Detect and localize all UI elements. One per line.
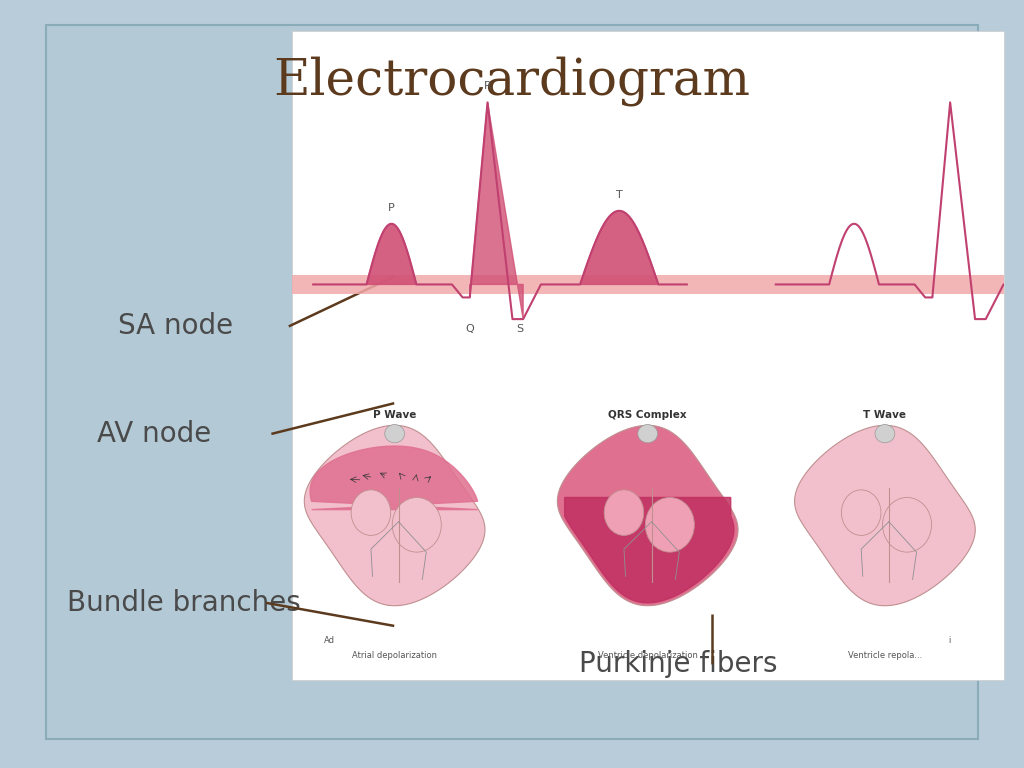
Text: S: S — [516, 324, 523, 334]
Text: T Wave: T Wave — [863, 410, 906, 421]
Text: Ad: Ad — [324, 636, 335, 645]
Polygon shape — [367, 223, 417, 284]
Ellipse shape — [385, 425, 404, 443]
FancyBboxPatch shape — [292, 31, 1004, 680]
Ellipse shape — [392, 498, 441, 552]
Text: Bundle branches: Bundle branches — [67, 589, 300, 617]
Text: T: T — [615, 190, 623, 200]
Ellipse shape — [883, 498, 932, 552]
Ellipse shape — [842, 490, 881, 535]
Ellipse shape — [638, 425, 657, 443]
FancyBboxPatch shape — [46, 25, 978, 739]
Text: P Wave: P Wave — [373, 410, 417, 421]
Text: Purkinje fibers: Purkinje fibers — [579, 650, 777, 678]
Polygon shape — [564, 498, 734, 603]
Text: P: P — [388, 203, 395, 213]
Text: i: i — [948, 636, 950, 645]
Polygon shape — [795, 425, 975, 606]
Ellipse shape — [645, 498, 694, 552]
Polygon shape — [557, 425, 738, 606]
Text: Ventricle depolarization: Ventricle depolarization — [598, 651, 697, 660]
Text: Electrocardiogram: Electrocardiogram — [273, 55, 751, 106]
Text: Ventricle repola...: Ventricle repola... — [848, 651, 922, 660]
Polygon shape — [310, 446, 477, 510]
Polygon shape — [580, 211, 658, 284]
Ellipse shape — [876, 425, 895, 443]
Text: SA node: SA node — [118, 313, 232, 340]
Text: Atrial depolarization: Atrial depolarization — [352, 651, 437, 660]
Text: Q: Q — [465, 324, 474, 334]
Polygon shape — [304, 425, 485, 606]
Ellipse shape — [604, 490, 644, 535]
Text: R: R — [483, 81, 492, 91]
Polygon shape — [470, 102, 523, 319]
Text: QRS Complex: QRS Complex — [608, 410, 687, 421]
Text: AV node: AV node — [97, 420, 212, 448]
Ellipse shape — [351, 490, 391, 535]
Bar — [292, 275, 1004, 294]
